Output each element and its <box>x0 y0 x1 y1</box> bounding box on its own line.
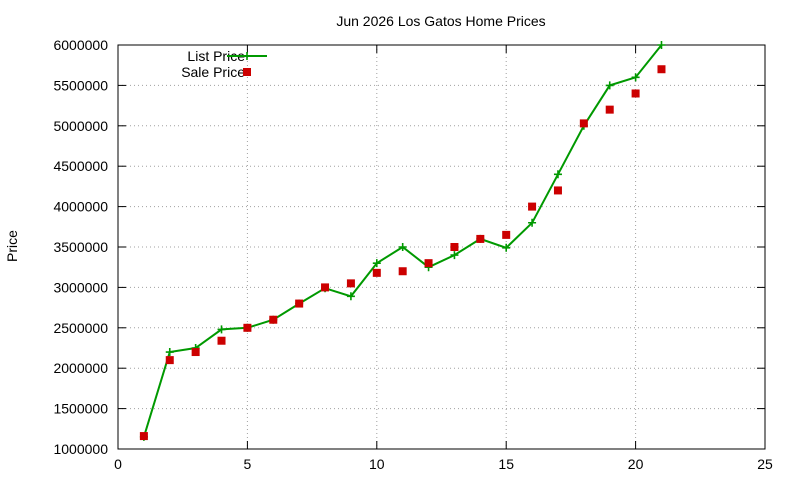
y-tick-label: 6000000 <box>53 37 108 53</box>
y-tick-label: 2000000 <box>53 360 108 376</box>
legend-label: List Price <box>187 48 245 64</box>
sale-price-point <box>243 323 252 332</box>
y-tick-label: 4000000 <box>53 199 108 215</box>
sale-price-point <box>398 267 407 276</box>
y-tick-label: 3000000 <box>53 279 108 295</box>
list-price-point <box>605 81 614 90</box>
list-price-point <box>502 243 511 252</box>
axis-ticks <box>117 44 766 450</box>
sale-price-point <box>217 336 226 345</box>
list-price-point <box>553 170 562 179</box>
sale-price-point <box>321 283 330 292</box>
sale-price-point <box>605 105 614 114</box>
y-tick-label: 2500000 <box>53 320 108 336</box>
y-tick-label: 5000000 <box>53 118 108 134</box>
series-layer <box>139 41 666 441</box>
y-tick-label: 1000000 <box>53 441 108 457</box>
sale-price-point <box>139 432 148 441</box>
x-tick-label: 0 <box>114 456 122 472</box>
y-tick-label: 5500000 <box>53 77 108 93</box>
sale-price-point <box>165 356 174 365</box>
series-sale-price <box>139 65 666 441</box>
chart-title: Jun 2026 Los Gatos Home Prices <box>336 13 545 29</box>
x-tick-label: 10 <box>369 456 385 472</box>
sale-price-point <box>424 259 433 268</box>
x-tick-label: 5 <box>244 456 252 472</box>
list-price-point <box>528 218 537 227</box>
y-tick-label: 4500000 <box>53 158 108 174</box>
list-price-point <box>398 243 407 251</box>
sale-price-point <box>528 202 537 211</box>
sale-price-point <box>579 119 588 128</box>
axis-tick-labels: 1000000 1500000 2000000 2500000 3000000 35000… <box>53 37 773 472</box>
y-axis-label: Price <box>4 230 20 262</box>
y-tick-label: 1500000 <box>53 401 108 417</box>
legend-label: Sale Price <box>181 64 245 80</box>
sale-price-point <box>476 234 485 243</box>
sale-price-point <box>346 279 355 288</box>
sale-price-point <box>191 348 200 357</box>
sale-price-point <box>553 186 562 195</box>
legend-plus-marker <box>243 52 251 60</box>
list-price-point <box>657 41 666 49</box>
list-price-point <box>631 73 640 82</box>
sale-price-point <box>372 268 381 277</box>
x-tick-label: 15 <box>498 456 514 472</box>
sale-price-point <box>502 230 511 239</box>
list-price-point <box>450 251 459 260</box>
list-price-point <box>372 259 381 268</box>
y-tick-label: 3500000 <box>53 239 108 255</box>
list-price-line <box>142 44 663 438</box>
plot-frame <box>117 44 766 450</box>
sale-price-point <box>631 89 640 98</box>
list-price-point <box>346 292 355 301</box>
series-list-price <box>139 41 666 441</box>
list-price-point <box>217 325 226 334</box>
list-price-point <box>165 348 174 357</box>
sale-price-point <box>269 315 278 324</box>
legend-square-marker <box>243 68 251 76</box>
sale-price-point <box>295 299 304 308</box>
sale-price-point <box>450 243 459 251</box>
sale-price-point <box>657 65 666 74</box>
x-tick-label: 20 <box>628 456 644 472</box>
grid <box>118 45 765 449</box>
x-tick-label: 25 <box>757 456 773 472</box>
